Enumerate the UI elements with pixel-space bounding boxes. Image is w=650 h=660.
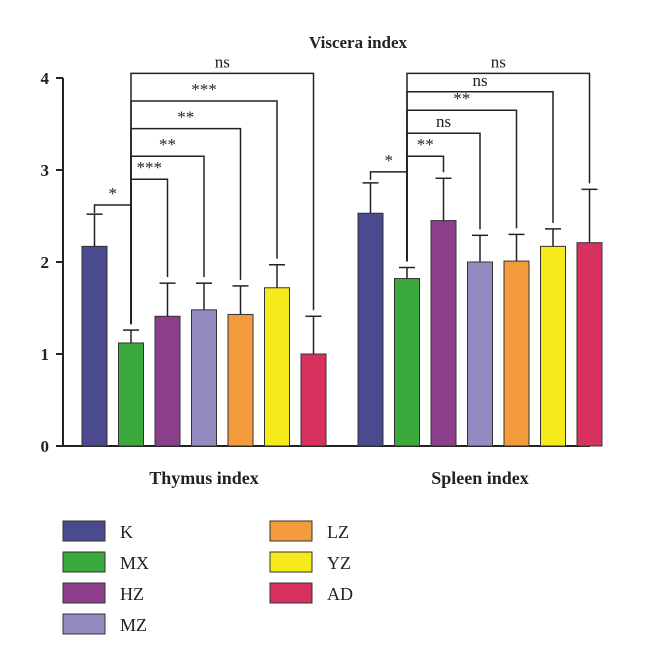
bar-ad <box>300 353 327 447</box>
bar-hz <box>154 315 181 447</box>
y-tick-label: 1 <box>41 345 50 364</box>
legend-swatch-yz <box>269 551 313 573</box>
bar-lz <box>227 313 254 447</box>
y-tick-label: 4 <box>41 69 50 88</box>
legend-label-lz: LZ <box>327 522 349 542</box>
significance-label: *** <box>137 158 163 177</box>
legend-label-k: K <box>120 522 133 542</box>
significance-label: ** <box>453 89 470 108</box>
x-category-label: Thymus index <box>149 468 259 488</box>
significance-label: ns <box>472 71 487 90</box>
bar-k <box>357 212 384 447</box>
bar-mz <box>191 309 217 447</box>
significance-label: ns <box>215 52 230 71</box>
bar-ad <box>576 242 603 447</box>
significance-label: ns <box>491 52 506 71</box>
bar-yz <box>264 287 290 447</box>
significance-label: ** <box>417 135 434 154</box>
significance-label: ns <box>436 112 451 131</box>
legend-swatch-lz <box>269 520 313 542</box>
y-tick-label: 2 <box>41 253 50 272</box>
legend-swatch-mz <box>62 613 106 635</box>
bar-mx <box>394 278 420 447</box>
significance-bracket <box>130 178 169 325</box>
significance-bracket <box>130 72 315 325</box>
legend-label-mz: MZ <box>120 615 147 635</box>
x-category-label: Spleen index <box>431 468 529 488</box>
legend-label-hz: HZ <box>120 584 144 604</box>
legend-label-mx: MX <box>120 553 149 573</box>
legend-swatch-k <box>62 520 106 542</box>
chart-title: Viscera index <box>309 33 408 52</box>
bar-mx <box>118 342 144 447</box>
y-tick-label: 3 <box>41 161 50 180</box>
legend: K MX HZ MZ LZ YZ AD <box>62 520 353 635</box>
legend-label-ad: AD <box>327 584 353 604</box>
legend-swatch-ad <box>269 582 313 604</box>
legend-label-yz: YZ <box>327 553 351 573</box>
significance-label: ** <box>177 108 194 127</box>
y-tick-label: 0 <box>41 437 50 456</box>
legend-swatch-mx <box>62 551 106 573</box>
significance-label: ** <box>159 135 176 154</box>
axes: 0 1 2 3 4 Thymus index Spleen index <box>41 69 590 488</box>
significance-label: * <box>109 184 118 203</box>
bar-lz <box>503 260 530 447</box>
bar-mz <box>467 261 493 447</box>
bar-yz <box>540 245 566 447</box>
bar-k <box>81 245 108 447</box>
bars <box>81 177 603 447</box>
significance-label: * <box>385 151 394 170</box>
significance-label: *** <box>191 80 217 99</box>
bar-hz <box>430 220 457 447</box>
significance-bracket <box>406 72 591 262</box>
legend-swatch-hz <box>62 582 106 604</box>
